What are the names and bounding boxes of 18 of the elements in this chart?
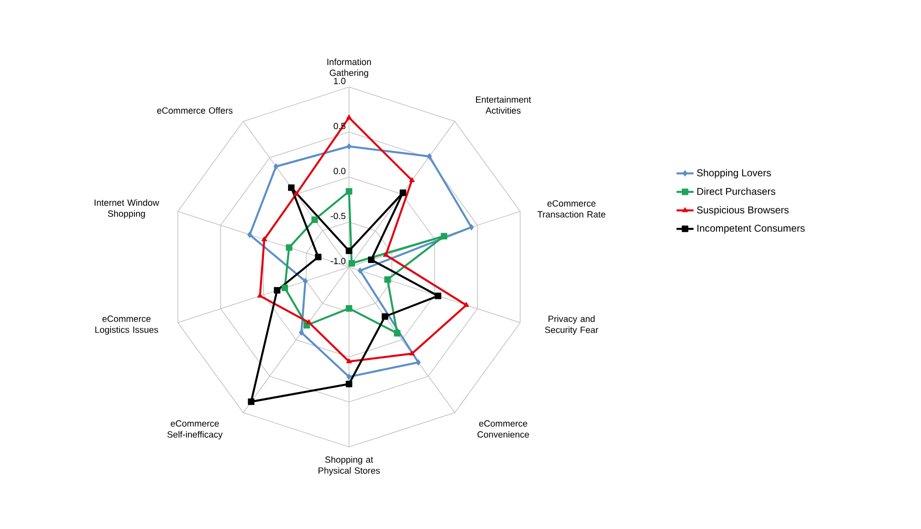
y-tick-label: -0.5: [330, 212, 346, 220]
spoke-label: Shopping at Physical Stores: [318, 456, 380, 476]
spoke-label: eCommerce Logistics Issues: [95, 316, 158, 335]
spoke-label: eCommerce Convenience: [477, 420, 529, 438]
spoke-label: Entertainment Activities: [476, 96, 532, 114]
legend-label: Incompetent Consumers: [697, 224, 805, 234]
y-tick-label: -1.0: [330, 258, 346, 264]
spoke-label: Privacy and Security Fear: [545, 315, 598, 335]
y-tick-label: 0.0: [334, 168, 346, 174]
spoke-label: eCommerce Offers: [157, 107, 233, 114]
spoke-label: eCommerce Transaction Rate: [537, 200, 606, 218]
legend-label: Direct Purchasers: [697, 188, 776, 195]
spoke-label: eCommerce Self-inefficacy: [167, 420, 223, 440]
legend-label: Suspicious Browsers: [696, 206, 789, 216]
legend-label: Shopping Lovers: [696, 169, 771, 178]
y-tick-label: 1.0: [334, 78, 346, 84]
spoke-label: Internet Window Shopping: [94, 199, 160, 219]
spoke-label: Information Gathering: [327, 58, 371, 78]
